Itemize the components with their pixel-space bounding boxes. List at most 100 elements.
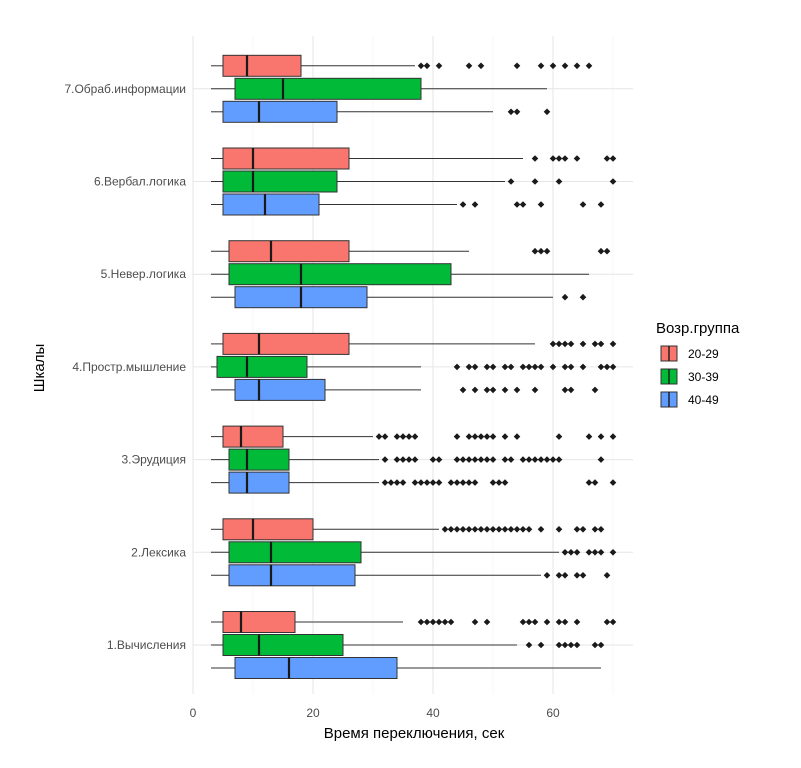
box-iqr <box>222 518 314 541</box>
box-40-49-5 <box>211 286 587 309</box>
outlier-point <box>459 479 467 486</box>
outlier-point <box>597 456 605 463</box>
legend-item-40-49: 40-49 <box>660 391 719 408</box>
outlier-point <box>549 155 557 162</box>
x-tick-label: 0 <box>190 706 197 720</box>
box-20-29-5 <box>211 240 611 263</box>
outlier-point <box>591 340 599 348</box>
outlier-point <box>567 386 575 394</box>
outlier-point <box>531 178 539 185</box>
outlier-point <box>591 386 599 394</box>
outlier-point <box>483 456 491 463</box>
outlier-point <box>471 618 479 626</box>
outlier-point <box>489 433 497 440</box>
outlier-point <box>483 433 491 440</box>
outlier-point <box>471 201 479 208</box>
outlier-point <box>525 618 533 626</box>
outlier-point <box>585 433 593 440</box>
outlier-point <box>507 178 515 185</box>
y-tick-label: 3.Эрудиция <box>121 453 186 467</box>
box-30-39-4 <box>211 355 617 378</box>
y-axis-title: Шкалы <box>31 344 48 393</box>
outlier-point <box>471 386 479 394</box>
outlier-point <box>453 433 461 440</box>
y-tick-labels: 1.Вычисления 2.Лексика 3.Эрудиция 4.Простр.… <box>64 82 186 652</box>
outlier-point <box>543 572 551 579</box>
box-20-29-4 <box>211 332 617 355</box>
outlier-point <box>579 526 587 533</box>
outlier-point <box>507 526 515 533</box>
box-iqr <box>222 332 350 355</box>
outlier-point <box>561 363 569 371</box>
outlier-point <box>393 456 401 463</box>
outlier-point <box>513 108 521 116</box>
outlier-point <box>519 618 527 626</box>
outlier-point <box>537 526 545 533</box>
outlier-point <box>543 456 551 463</box>
box-iqr <box>228 240 350 263</box>
outlier-point <box>561 155 569 162</box>
outlier-point <box>381 433 389 440</box>
outlier-point <box>567 641 575 649</box>
outlier-point <box>459 201 467 208</box>
outlier-point <box>435 62 443 70</box>
outlier-point <box>609 363 617 371</box>
outlier-point <box>429 479 437 486</box>
box-40-49-2 <box>211 564 611 587</box>
outlier-point <box>585 479 593 486</box>
outlier-point <box>501 526 509 533</box>
box-iqr <box>228 471 290 494</box>
outlier-point <box>435 618 443 626</box>
outlier-point <box>537 641 545 649</box>
outlier-point <box>423 618 431 626</box>
outlier-point <box>519 526 527 533</box>
outlier-point <box>573 549 581 556</box>
box-40-49-3 <box>211 471 617 494</box>
outlier-point <box>393 479 401 486</box>
outlier-point <box>573 62 581 70</box>
outlier-point <box>603 572 611 579</box>
box-20-29-2 <box>211 518 605 541</box>
outlier-point <box>531 247 539 255</box>
legend-label: 30-39 <box>688 370 719 384</box>
outlier-point <box>399 433 407 440</box>
outlier-point <box>411 479 419 486</box>
outlier-point <box>567 340 575 348</box>
outlier-point <box>597 641 605 649</box>
outlier-point <box>489 526 497 533</box>
outlier-point <box>465 433 473 440</box>
outlier-point <box>489 479 497 486</box>
outlier-point <box>483 526 491 533</box>
box-iqr <box>228 541 362 564</box>
outlier-point <box>507 456 515 463</box>
outlier-point <box>453 479 461 486</box>
outlier-point <box>555 641 563 649</box>
box-40-49-1 <box>211 657 601 679</box>
outlier-point <box>591 526 599 533</box>
outlier-point <box>561 549 569 556</box>
box-iqr <box>222 54 302 77</box>
outlier-point <box>411 433 419 440</box>
outlier-point <box>411 456 419 463</box>
outlier-point <box>387 479 395 486</box>
outlier-point <box>465 526 473 533</box>
box-20-29-6 <box>211 147 617 170</box>
outlier-point <box>597 340 605 348</box>
box-40-49-6 <box>211 193 605 216</box>
outlier-point <box>561 386 569 394</box>
outlier-point <box>525 641 533 649</box>
outlier-point <box>513 526 521 533</box>
outlier-point <box>597 247 605 255</box>
outlier-point <box>465 363 473 371</box>
legend: Возр.группа 20-29 30-39 40-49 <box>656 320 740 408</box>
outlier-point <box>543 247 551 255</box>
y-tick-label: 7.Обраб.информации <box>64 82 186 96</box>
outlier-point <box>573 618 581 626</box>
outlier-point <box>609 340 617 348</box>
outlier-point <box>537 201 545 208</box>
outlier-point <box>501 386 509 394</box>
box-20-29-3 <box>211 425 617 448</box>
outlier-point <box>567 363 575 371</box>
box-iqr <box>222 425 284 448</box>
outlier-point <box>525 456 533 463</box>
